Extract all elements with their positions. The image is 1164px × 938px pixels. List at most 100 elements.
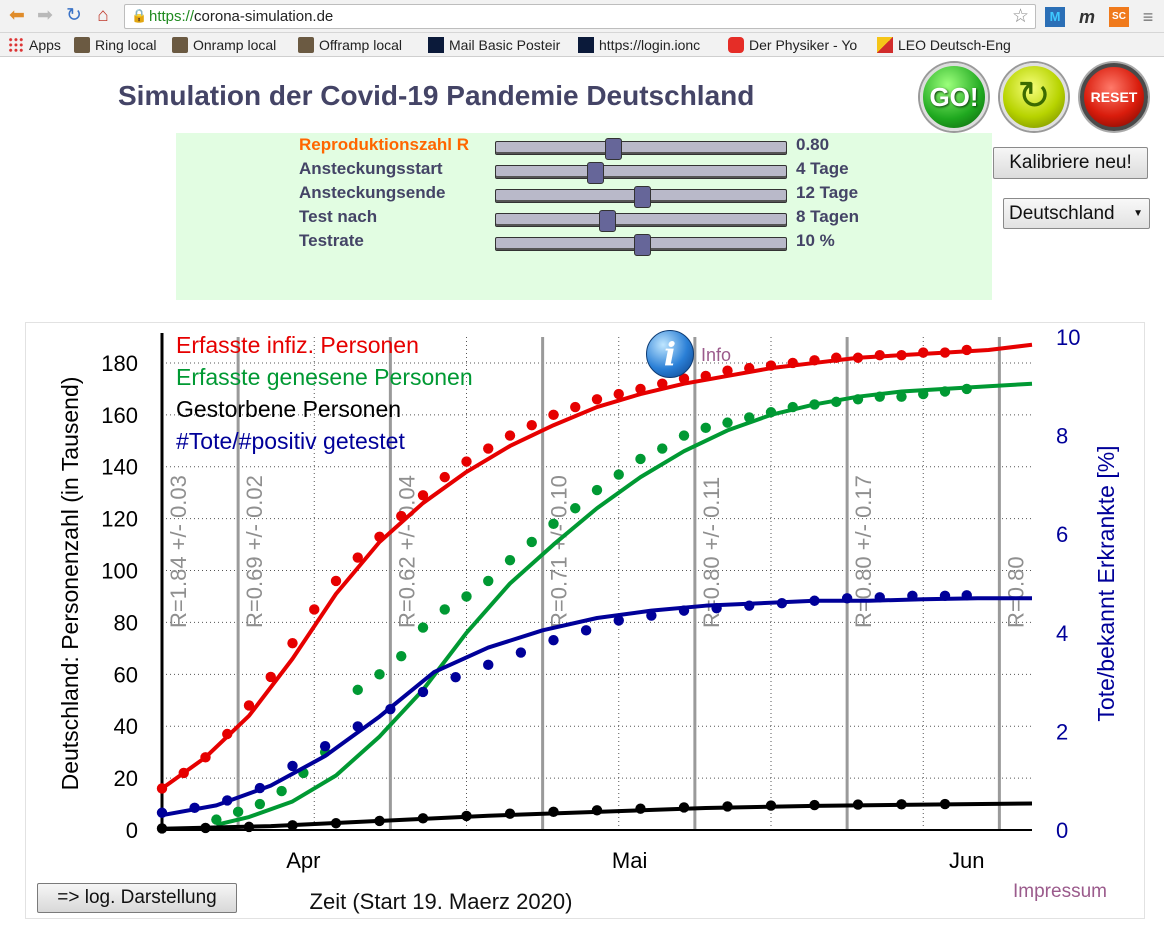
data-point <box>417 490 429 501</box>
data-point <box>548 806 559 818</box>
data-point <box>330 575 342 587</box>
parameter-label[interactable]: Ansteckungsende <box>299 183 446 202</box>
parameter-row: Testrate 10 % <box>176 231 992 256</box>
y-tick-label: 20 <box>114 766 138 791</box>
bookmark-ring-local[interactable]: Ring local <box>74 35 166 55</box>
y-tick-label: 120 <box>101 507 138 532</box>
data-point <box>874 592 885 603</box>
data-point <box>254 782 266 794</box>
extension-sc-icon[interactable]: SC <box>1109 7 1129 27</box>
data-point <box>841 593 853 604</box>
data-point <box>591 394 603 405</box>
bookmark-mail[interactable]: Mail Basic Posteir <box>428 35 568 55</box>
restart-button[interactable]: ↻ <box>1000 63 1068 131</box>
menu-icon[interactable]: ≡ <box>1142 7 1154 27</box>
data-point <box>635 803 646 814</box>
info-icon[interactable]: i <box>646 330 694 378</box>
slider-thumb[interactable] <box>587 162 605 184</box>
data-point <box>831 352 842 363</box>
parameter-value: 4 Tage <box>796 159 849 178</box>
bookmark-offramp-local[interactable]: Offramp local <box>298 35 420 55</box>
y-tick-label: 80 <box>114 610 138 635</box>
log-scale-button[interactable]: => log. Darstellung <box>37 883 237 913</box>
data-point <box>504 808 516 819</box>
favicon-icon <box>74 37 90 53</box>
bookmark-onramp-local[interactable]: Onramp local <box>172 35 290 55</box>
slider-thumb[interactable] <box>634 186 651 208</box>
y2-tick-label: 8 <box>1056 424 1068 449</box>
data-point <box>352 552 363 563</box>
parameter-label[interactable]: Test nach <box>299 207 378 226</box>
pandemic-chart: R=1.84 +/- 0.03 R=0.69 +/- 0.02 R=0.62 +/-… <box>57 325 1119 873</box>
parameter-label[interactable]: Testrate <box>299 231 364 250</box>
data-point <box>200 822 211 834</box>
slider-thumb[interactable] <box>598 210 616 232</box>
data-point <box>396 650 407 662</box>
lock-icon: 🔒 <box>131 8 148 23</box>
data-point <box>211 814 222 825</box>
home-icon[interactable]: ⌂ <box>97 5 109 26</box>
favicon-icon <box>298 37 314 53</box>
parameter-label[interactable]: Ansteckungsstart <box>299 159 443 178</box>
go-button[interactable]: GO! <box>920 63 988 131</box>
data-point <box>526 420 537 431</box>
data-point <box>178 767 189 779</box>
parameter-slider[interactable] <box>495 162 787 184</box>
regime-label: R=0.69 +/- 0.02 <box>242 475 267 628</box>
bookmark-der-physiker[interactable]: Der Physiker - Yo <box>728 35 868 55</box>
recalibrate-button[interactable]: Kalibriere neu! <box>993 147 1148 179</box>
bookmark-login-ionos[interactable]: https://login.ionc <box>578 35 718 55</box>
reset-button[interactable]: RESET <box>1080 63 1148 131</box>
impressum-link[interactable]: Impressum <box>1013 881 1107 902</box>
data-point <box>939 347 951 358</box>
data-point <box>852 352 864 363</box>
y-tick-label: 0 <box>126 818 138 843</box>
data-point <box>580 625 592 636</box>
data-point <box>417 813 429 824</box>
data-point <box>678 430 690 441</box>
data-point <box>439 604 450 615</box>
data-point <box>396 510 407 522</box>
slider-thumb[interactable] <box>604 138 622 160</box>
extension-m-icon[interactable]: M <box>1045 7 1065 27</box>
info-link[interactable]: Info <box>701 345 732 365</box>
data-point <box>570 503 581 514</box>
data-point <box>939 590 951 602</box>
address-bar[interactable]: 🔒 https://corona-simulation.de ☆ <box>124 4 1036 29</box>
data-point <box>613 469 624 480</box>
data-point <box>678 802 690 813</box>
y2-tick-label: 6 <box>1056 522 1068 547</box>
parameter-slider[interactable] <box>495 210 787 232</box>
data-point <box>461 591 472 602</box>
parameter-slider[interactable] <box>495 186 787 208</box>
y2-tick-label: 0 <box>1056 818 1068 843</box>
slider-thumb[interactable] <box>634 234 651 256</box>
forward-arrow-icon[interactable]: ➡ <box>37 5 53 26</box>
parameter-value: 12 Tage <box>796 183 859 202</box>
parameter-label[interactable]: Reproduktionszahl R <box>299 135 470 154</box>
back-arrow-icon[interactable]: ⬅ <box>9 5 25 26</box>
data-point <box>200 752 211 763</box>
data-point <box>222 728 233 740</box>
data-point <box>548 518 559 530</box>
url-text[interactable]: https://corona-simulation.de <box>149 8 334 25</box>
parameter-slider[interactable] <box>495 138 787 160</box>
ionos-icon <box>578 37 594 53</box>
country-select[interactable]: Deutschland ▼ <box>1003 198 1150 229</box>
data-point <box>417 686 429 698</box>
series-line <box>161 596 1032 818</box>
parameter-slider[interactable] <box>495 234 787 256</box>
data-point <box>907 590 918 602</box>
extension-italic-m-icon[interactable]: m <box>1078 7 1095 27</box>
data-point <box>504 430 516 441</box>
bookmark-star-icon[interactable]: ☆ <box>1011 6 1029 27</box>
bookmark-apps[interactable]: Apps <box>8 35 68 55</box>
data-point <box>156 823 168 834</box>
data-point <box>809 799 820 811</box>
data-point <box>831 396 842 408</box>
bookmark-leo[interactable]: LEO Deutsch-Eng <box>877 35 1019 55</box>
y-axis-label: Deutschland: Personenzahl (in Tausend) <box>57 377 83 791</box>
reload-icon[interactable]: ↻ <box>66 5 82 26</box>
data-point <box>287 760 298 772</box>
data-point <box>809 355 820 366</box>
